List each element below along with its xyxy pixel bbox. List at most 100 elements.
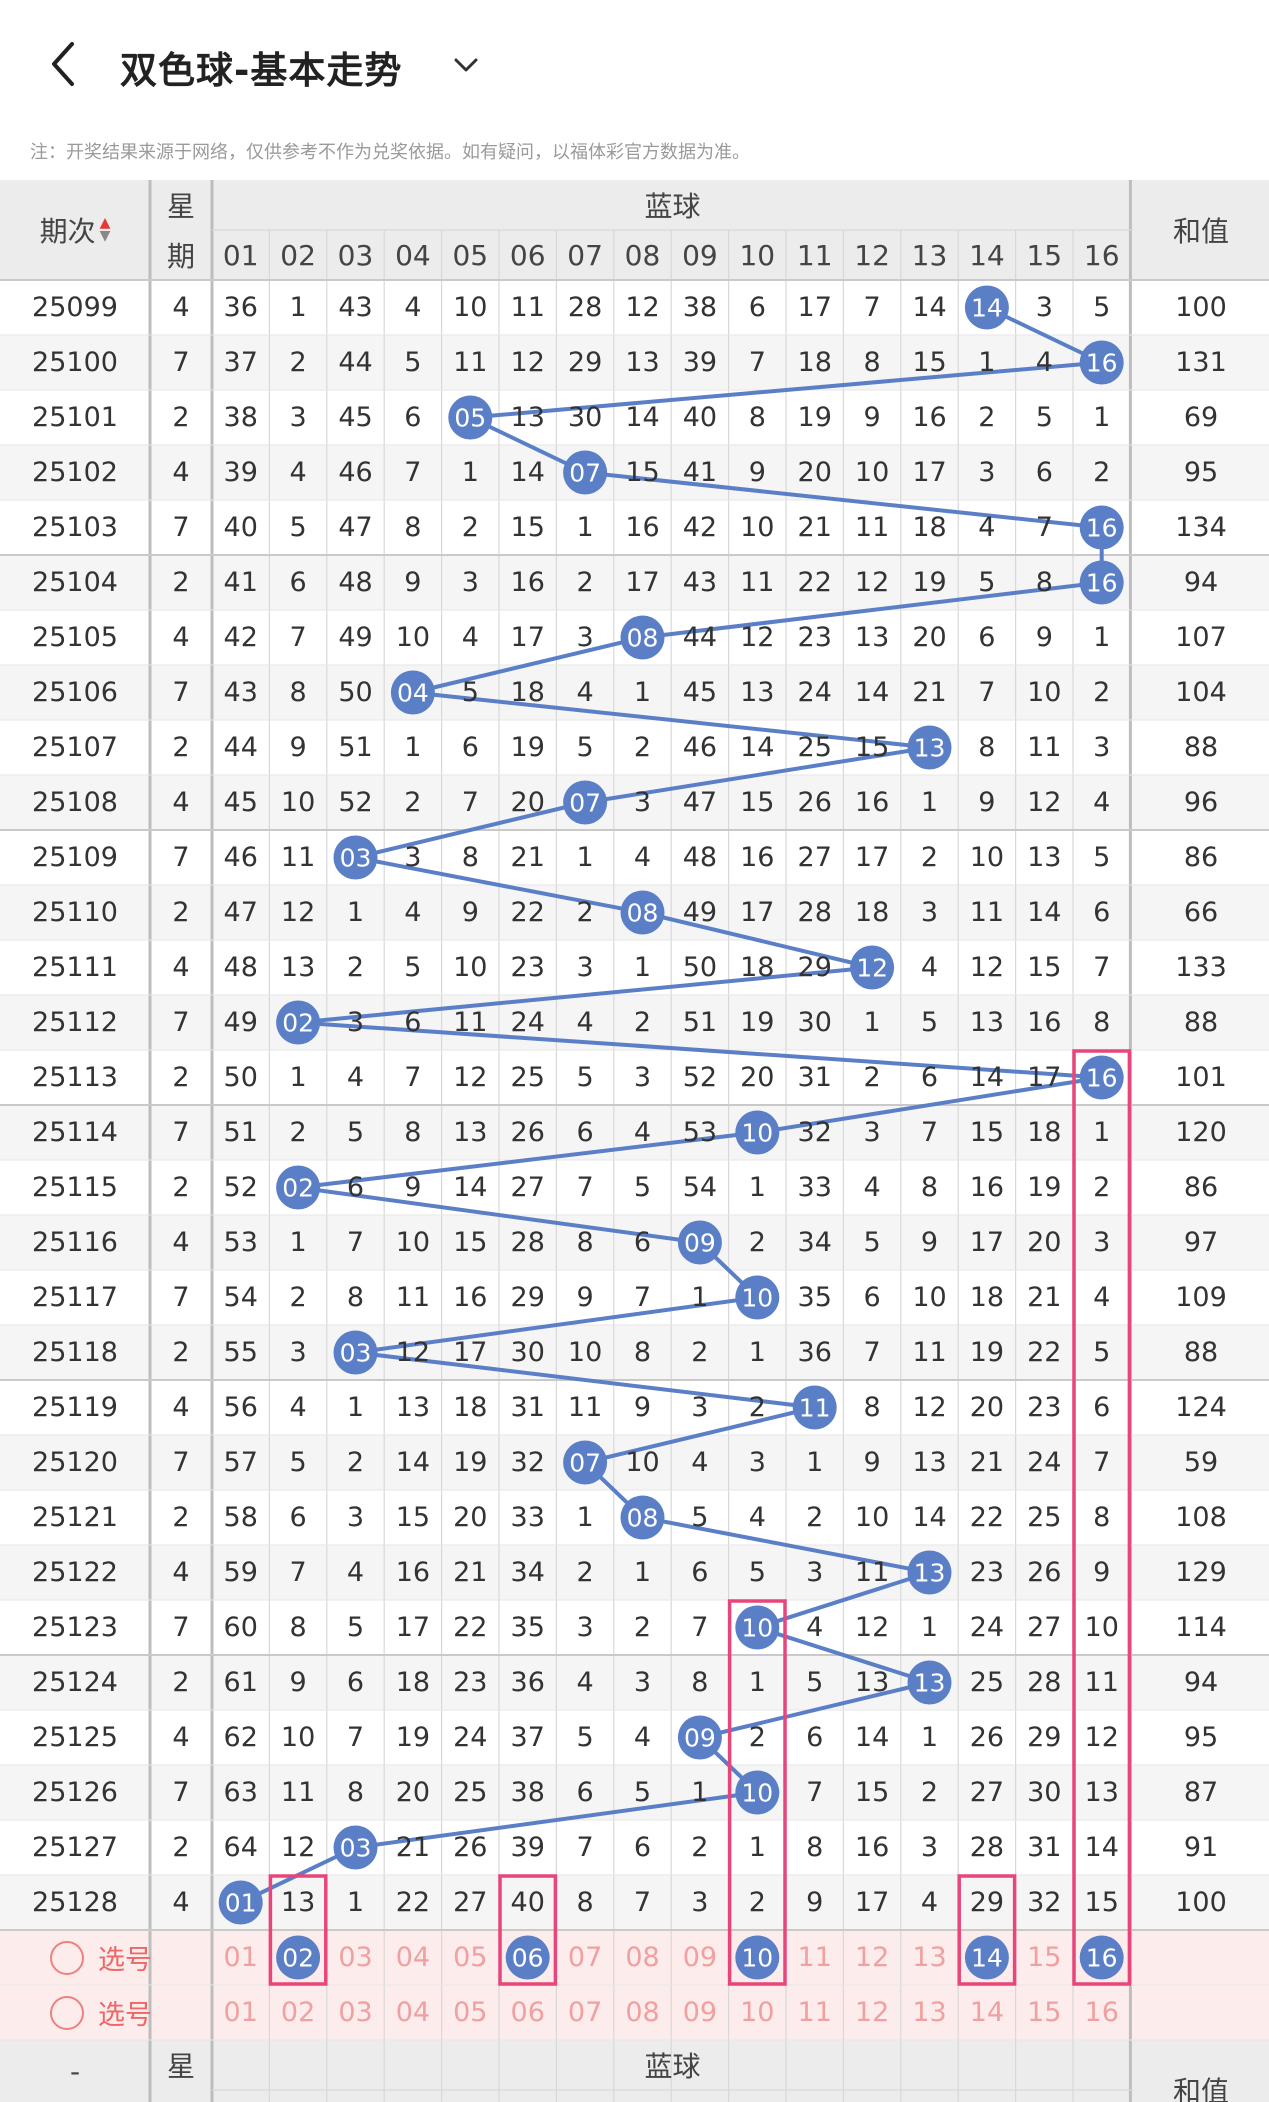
miss-count-cell: 30 — [1027, 1777, 1062, 1808]
miss-count-cell: 21 — [797, 512, 832, 543]
miss-count-cell: 9 — [633, 1392, 652, 1423]
pick-ball-option[interactable]: 08 — [625, 1942, 660, 1973]
pick-ball-option[interactable]: 02 — [280, 1997, 316, 2028]
blue-ball-number: 13 — [914, 734, 946, 763]
miss-count-cell: 20 — [740, 1062, 775, 1093]
selected-ball[interactable] — [276, 1935, 321, 1980]
miss-count-cell: 14 — [625, 402, 660, 433]
repeat-highlight-box — [498, 1874, 558, 1986]
pick-ball-option[interactable]: 05 — [453, 1942, 488, 1973]
pick-ball-option[interactable]: 13 — [912, 1997, 947, 2028]
pick-radio-button[interactable] — [50, 1941, 84, 1975]
selected-ball[interactable] — [964, 1935, 1009, 1980]
weekday-cell: 4 — [172, 292, 190, 323]
miss-count-cell: 4 — [633, 1117, 652, 1148]
sum-cell: 94 — [1183, 567, 1219, 598]
pick-ball-option[interactable]: 04 — [395, 1942, 431, 1973]
footer-weekday-top: 星 — [166, 2050, 195, 2083]
pick-ball-option[interactable]: 09 — [682, 1942, 718, 1973]
miss-count-cell: 24 — [797, 677, 832, 708]
repeat-highlight-box — [1072, 1049, 1132, 1986]
pick-ball-option[interactable]: 10 — [740, 1997, 775, 2028]
ball-column-header: 09 — [682, 238, 718, 272]
pick-ball-option[interactable]: 04 — [395, 1997, 431, 2028]
miss-count-cell: 5 — [978, 567, 996, 598]
miss-count-cell: 2 — [978, 402, 996, 433]
miss-count-cell: 21 — [453, 1557, 488, 1588]
miss-count-cell: 15 — [969, 1117, 1005, 1148]
blue-ball-hit — [792, 1385, 837, 1430]
period-cell: 25099 — [32, 292, 118, 323]
miss-count-cell: 4 — [920, 1887, 939, 1918]
miss-count-cell: 38 — [510, 1777, 545, 1808]
pick-row-label[interactable]: 选号 — [98, 2000, 152, 2031]
pick-ball-option[interactable]: 07 — [567, 1942, 603, 1973]
miss-count-cell: 2 — [289, 347, 307, 378]
chevron-left-icon[interactable] — [40, 38, 84, 90]
miss-count-cell: 15 — [625, 457, 660, 488]
pick-ball-option[interactable]: 13 — [912, 1942, 947, 1973]
weekday-cell: 2 — [172, 1502, 190, 1533]
miss-count-cell: 3 — [863, 1117, 881, 1148]
pick-ball-option[interactable]: 08 — [625, 1997, 660, 2028]
miss-count-cell: 2 — [806, 1502, 824, 1533]
miss-count-cell: 21 — [912, 677, 947, 708]
miss-count-cell: 4 — [289, 1392, 307, 1423]
selected-ball[interactable] — [1079, 1935, 1124, 1980]
miss-count-cell: 1 — [461, 457, 479, 488]
pick-ball-option[interactable]: 14 — [969, 1997, 1005, 2028]
selected-ball[interactable] — [735, 1935, 780, 1980]
pick-ball-option[interactable]: 03 — [338, 1997, 373, 2028]
miss-count-cell: 21 — [1027, 1282, 1062, 1313]
pick-ball-option[interactable]: 06 — [510, 1997, 545, 2028]
period-cell: 25117 — [32, 1282, 118, 1313]
pick-ball-option[interactable]: 05 — [453, 1997, 488, 2028]
pick-ball-option[interactable]: 09 — [682, 1997, 718, 2028]
pick-ball-option[interactable]: 15 — [1027, 1997, 1062, 2028]
miss-count-cell: 4 — [633, 842, 652, 873]
miss-count-cell: 11 — [854, 512, 890, 543]
period-cell: 25100 — [32, 347, 118, 378]
miss-count-cell: 1 — [691, 1777, 709, 1808]
sort-updown-icon[interactable]: ▲ ▼ — [99, 215, 111, 244]
pick-ball-option[interactable]: 01 — [223, 1942, 258, 1973]
miss-count-cell: 4 — [1093, 1282, 1111, 1313]
miss-count-cell: 3 — [289, 402, 307, 433]
chevron-down-icon[interactable] — [448, 50, 484, 80]
pick-ball-option[interactable]: 11 — [797, 1942, 832, 1973]
pick-ball-option[interactable]: 12 — [854, 1942, 890, 1973]
sum-cell: 129 — [1175, 1557, 1227, 1588]
miss-count-cell: 5 — [748, 1557, 766, 1588]
miss-count-cell: 1 — [289, 1227, 307, 1258]
pick-ball-option[interactable]: 07 — [567, 1997, 603, 2028]
weekday-cell: 7 — [172, 842, 190, 873]
period-header-label: 期次 — [39, 215, 96, 248]
pick-ball-option[interactable]: 11 — [797, 1997, 832, 2028]
pick-ball-option[interactable]: 16 — [1084, 1997, 1119, 2028]
pick-ball-option[interactable]: 15 — [1027, 1942, 1062, 1973]
miss-count-cell: 35 — [510, 1612, 545, 1643]
pick-radio-button[interactable] — [50, 1996, 84, 2030]
pick-row-label[interactable]: 选号 — [98, 1945, 152, 1976]
miss-count-cell: 14 — [740, 732, 775, 763]
miss-count-cell: 12 — [395, 1337, 431, 1368]
miss-count-cell: 3 — [461, 567, 479, 598]
sum-cell: 108 — [1175, 1502, 1227, 1533]
weekday-cell: 2 — [172, 1172, 190, 1203]
miss-count-cell: 6 — [633, 1832, 652, 1863]
miss-count-cell: 15 — [854, 1777, 890, 1808]
miss-count-cell: 13 — [969, 1007, 1005, 1038]
miss-count-cell: 53 — [223, 1227, 258, 1258]
blue-ball-number: 11 — [799, 1394, 831, 1423]
pick-ball-option[interactable]: 03 — [338, 1942, 373, 1973]
miss-count-cell: 4 — [289, 457, 307, 488]
pick-ball-option[interactable]: 01 — [223, 1997, 258, 2028]
pick-ball-option[interactable]: 12 — [854, 1997, 890, 2028]
miss-count-cell: 1 — [748, 1832, 766, 1863]
miss-count-cell: 8 — [576, 1887, 594, 1918]
period-header[interactable]: 期次 ▲ ▼ — [0, 180, 150, 280]
ball-column-header: 13 — [911, 238, 948, 272]
miss-count-cell: 5 — [1093, 292, 1111, 323]
selected-ball[interactable] — [505, 1935, 550, 1980]
miss-count-cell: 23 — [453, 1667, 488, 1698]
